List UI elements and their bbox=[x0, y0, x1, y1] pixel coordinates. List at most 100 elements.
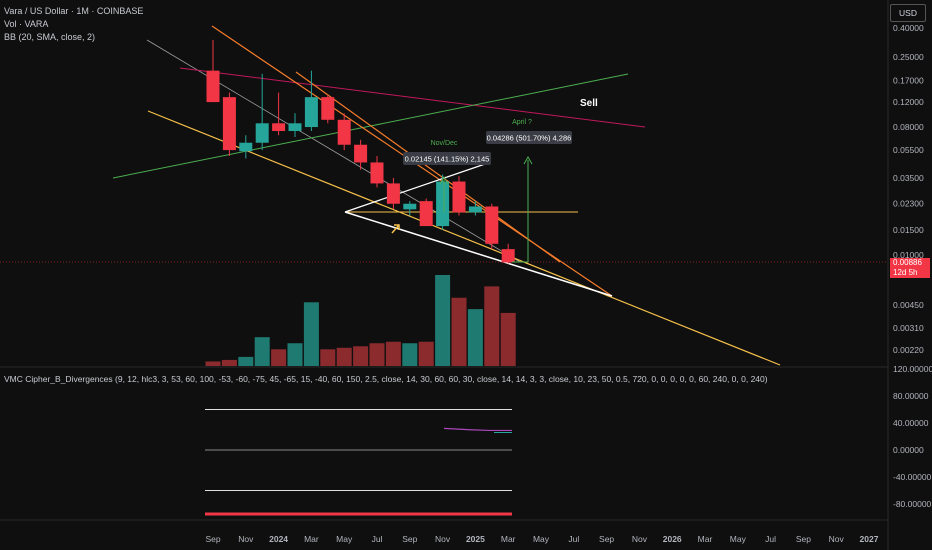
candle-body bbox=[304, 97, 318, 128]
candle-body bbox=[272, 123, 286, 132]
price-tick-label: 0.02300 bbox=[893, 199, 924, 209]
candle-body bbox=[452, 181, 466, 213]
candle-body bbox=[337, 119, 351, 145]
oscillator-tick-label: 40.00000 bbox=[893, 418, 929, 428]
oscillator-axis[interactable]: 120.00000 80.00000 40.00000 0.00000 -40.0000… bbox=[893, 364, 932, 509]
time-tick-label: Sep bbox=[205, 534, 220, 544]
time-tick-label: Mar bbox=[698, 534, 713, 544]
candle-body bbox=[436, 181, 450, 227]
time-tick-label: Nov bbox=[632, 534, 648, 544]
volume-bar bbox=[385, 341, 401, 366]
time-tick-label: Sep bbox=[402, 534, 417, 544]
time-tick-label: Mar bbox=[304, 534, 319, 544]
volume-bar bbox=[336, 347, 352, 366]
price-tick-label: 0.12000 bbox=[893, 97, 924, 107]
oscillator-tick-label: 80.00000 bbox=[893, 391, 929, 401]
measure-label-2: 0.04286 (501.70%) 4,286 bbox=[487, 134, 572, 143]
candle-body bbox=[222, 97, 236, 151]
time-tick-label: Mar bbox=[501, 534, 516, 544]
time-tick-label: Nov bbox=[829, 534, 845, 544]
time-tick-label: Sep bbox=[796, 534, 811, 544]
legend-bb[interactable]: BB (20, SMA, close, 2) bbox=[4, 32, 96, 42]
measure-arrowhead-1 bbox=[439, 175, 449, 185]
time-tick-label: 2027 bbox=[860, 534, 879, 544]
price-tick-label: 0.17000 bbox=[893, 76, 924, 86]
oscillator-tick-label: -40.00000 bbox=[893, 472, 932, 482]
yellow-arrow-icon bbox=[391, 224, 400, 234]
candle-body bbox=[255, 123, 269, 143]
countdown-badge: 12d 5h bbox=[890, 268, 930, 278]
measure-label-1: 0.02145 (141.15%) 2,145 bbox=[405, 155, 490, 164]
april-label: April ? bbox=[512, 119, 532, 126]
price-tick-label: 0.05500 bbox=[893, 145, 924, 155]
volume-bar bbox=[418, 341, 434, 366]
candle-body bbox=[386, 183, 400, 204]
price-tick-label: 0.01000 bbox=[893, 250, 924, 260]
last-price-badge: 0.00886 bbox=[890, 258, 930, 268]
candle-body bbox=[468, 206, 482, 213]
time-tick-label: Nov bbox=[435, 534, 451, 544]
candle-body bbox=[403, 203, 417, 210]
candle-body bbox=[288, 123, 302, 132]
volume-bar bbox=[221, 359, 237, 366]
oscillator-tick-label: 120.00000 bbox=[893, 364, 932, 374]
chart-annotations: Sell Nov/Dec April ? 0.02145 (141.15%) 2,14… bbox=[391, 98, 598, 263]
measure-box-2 bbox=[486, 131, 572, 144]
candle-body bbox=[354, 144, 368, 163]
candlesticks bbox=[206, 39, 515, 264]
measure-arrowhead-2 bbox=[523, 155, 533, 165]
candle-body bbox=[206, 70, 220, 103]
time-tick-label: Jul bbox=[568, 534, 579, 544]
white-triangle-upper bbox=[344, 162, 489, 213]
candle-body bbox=[501, 249, 515, 263]
volume-bar bbox=[303, 302, 319, 366]
volume-bar bbox=[353, 346, 369, 366]
candle-body bbox=[485, 206, 499, 244]
time-tick-label: May bbox=[730, 534, 747, 544]
legend-oscillator[interactable]: VMC Cipher_B_Divergences (9, 12, hlc3, 3… bbox=[4, 374, 768, 384]
price-tick-label: 0.08000 bbox=[893, 122, 924, 132]
legend-symbol[interactable]: Vara / US Dollar · 1M · COINBASE bbox=[4, 6, 144, 16]
legend-volume[interactable]: Vol · VARA bbox=[4, 19, 49, 29]
volume-bar bbox=[205, 361, 221, 366]
time-axis[interactable]: Sep Nov 2024 Mar May Jul Sep Nov 2025 Mar May Jul Se… bbox=[205, 534, 878, 544]
price-tick-label: 0.40000 bbox=[893, 23, 924, 33]
price-tick-label: 0.01500 bbox=[893, 225, 924, 235]
gray-trend-line bbox=[146, 39, 521, 263]
volume-bar bbox=[484, 286, 500, 366]
volume-bar bbox=[254, 337, 270, 366]
currency-button[interactable]: USD bbox=[890, 4, 926, 22]
time-tick-label: May bbox=[336, 534, 353, 544]
trend-lines bbox=[0, 25, 888, 366]
time-tick-label: May bbox=[533, 534, 550, 544]
oscillator-wave-line bbox=[443, 427, 512, 432]
price-tick-label: 0.00310 bbox=[893, 323, 924, 333]
price-tick-label: 0.25000 bbox=[893, 52, 924, 62]
pink-resistance-line bbox=[179, 67, 646, 128]
time-tick-label: 2026 bbox=[663, 534, 682, 544]
volume-bar bbox=[369, 343, 385, 366]
oscillator-tick-label: -80.00000 bbox=[893, 499, 932, 509]
orange-trend-line-2 bbox=[295, 71, 561, 263]
volume-bar bbox=[402, 343, 418, 366]
price-tick-label: 0.03500 bbox=[893, 173, 924, 183]
price-tick-label: 0.00450 bbox=[893, 300, 924, 310]
volume-bar bbox=[435, 275, 451, 366]
volume-bar bbox=[320, 349, 336, 366]
oscillator-tick-label: 0.00000 bbox=[893, 445, 924, 455]
price-tick-label: 0.00220 bbox=[893, 345, 924, 355]
price-axis[interactable]: 0.40000 0.25000 0.17000 0.12000 0.08000 0.055… bbox=[893, 23, 924, 355]
time-tick-label: 2025 bbox=[466, 534, 485, 544]
sell-label: Sell bbox=[580, 98, 598, 109]
volume-bar bbox=[467, 309, 483, 366]
candle-body bbox=[370, 162, 384, 184]
time-tick-label: Jul bbox=[372, 534, 383, 544]
white-triangle-lower bbox=[344, 211, 613, 297]
volume-bar bbox=[238, 356, 254, 366]
nov-dec-label: Nov/Dec bbox=[431, 140, 458, 147]
time-tick-label: 2024 bbox=[269, 534, 288, 544]
chart-grid bbox=[0, 0, 889, 550]
measure-box-1 bbox=[403, 152, 491, 165]
candle-body bbox=[239, 142, 253, 152]
